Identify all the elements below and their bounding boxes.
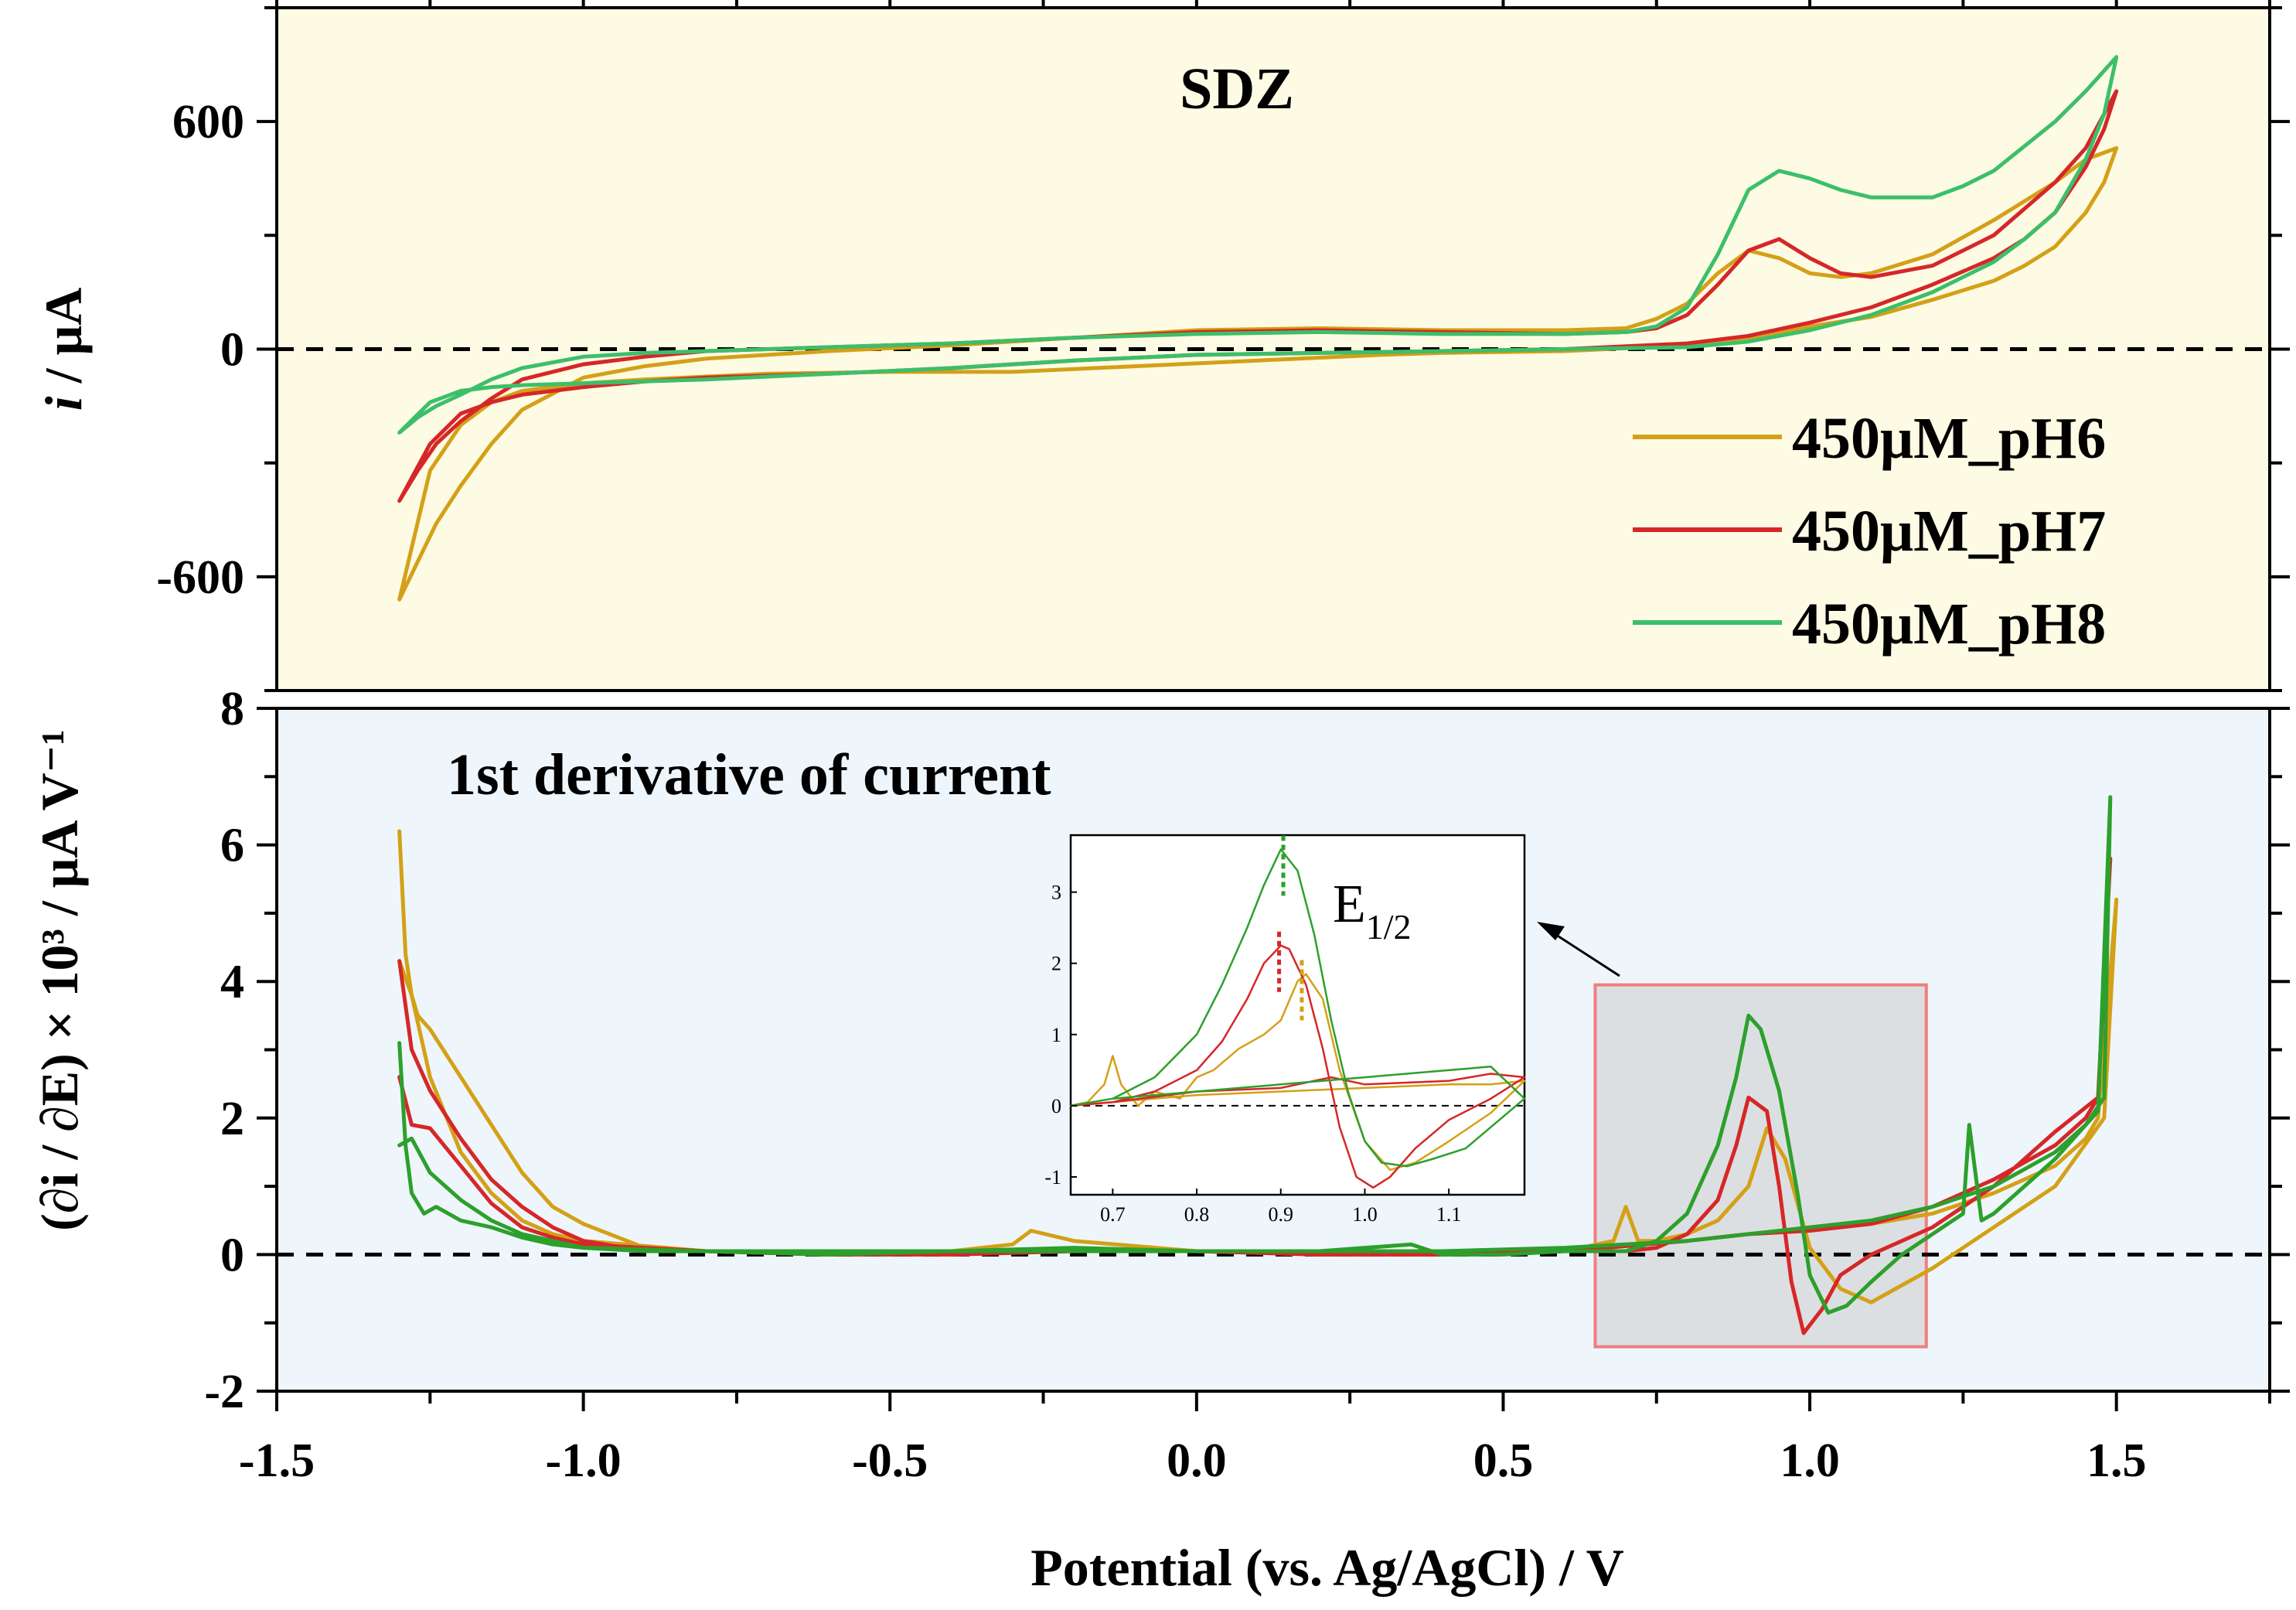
x-tick-label: 1.0 — [1780, 1434, 1840, 1487]
top-y-axis-title: i / μA — [34, 288, 93, 411]
arrow-head — [1537, 922, 1565, 940]
top-y-tick-label: 0 — [220, 324, 244, 377]
bottom-y-tick-label: 4 — [220, 956, 244, 1008]
inset-y-tick-label: 3 — [1051, 882, 1061, 904]
x-tick-label: 0.0 — [1167, 1434, 1227, 1487]
bottom-series-group — [397, 795, 2119, 1335]
bottom-y-axis-title: (∂i / ∂E) × 10³ / μA V⁻¹ — [30, 729, 89, 1231]
legend-label: 450μM_pH6 — [1792, 406, 2106, 471]
top-series-450-m-ph8 — [397, 55, 2119, 435]
top-y-tick-label: -600 — [156, 551, 244, 604]
top-panel-title: SDZ — [1180, 56, 1294, 121]
inset-y-tick-label: -1 — [1044, 1166, 1061, 1189]
bottom-series-450-m-ph8 — [397, 795, 2113, 1315]
inset-annotation-subscript: 1/2 — [1366, 907, 1412, 947]
inset-plot: 0.7 0.8 0.9 1.0 1.1 -1 0 1 2 3 E1/2 — [1044, 834, 1526, 1226]
bottom-y-tick-label: -2 — [204, 1366, 244, 1418]
x-tick-label: -0.5 — [852, 1434, 928, 1487]
inset-y-tick-label: 0 — [1051, 1095, 1061, 1117]
inset-frame — [1069, 834, 1526, 1196]
inset-x-tick-label: 0.7 — [1100, 1203, 1126, 1226]
x-tick-label: -1.0 — [546, 1434, 622, 1487]
axis-tick-labels: -600 0 600 -2 0 2 4 6 8 -1.5 -1.0 -0.5 0.0 0.5 1.0 1.5 — [156, 96, 2146, 1487]
inset-annotation-main: E — [1333, 875, 1366, 934]
inset-y-tick-label: 1 — [1051, 1024, 1061, 1046]
inset-annotation: E1/2 — [1333, 875, 1412, 947]
top-series-group — [397, 55, 2119, 602]
inset-series-450-m-ph6 — [1069, 973, 1526, 1172]
top-y-axis-title-unit: / μA — [34, 288, 93, 397]
highlight-box — [1593, 983, 1928, 1349]
top-y-axis-title-symbol: i — [34, 396, 93, 411]
bottom-y-tick-label: 6 — [220, 820, 244, 872]
x-tick-label: 0.5 — [1473, 1434, 1534, 1487]
bottom-y-tick-label: 8 — [220, 683, 244, 735]
legend: 450μM_pH6 450μM_pH7 450μM_pH8 — [1633, 406, 2106, 657]
top-y-tick-label: 600 — [172, 96, 244, 148]
x-tick-label: 1.5 — [2086, 1434, 2147, 1487]
bottom-panel-title: 1st derivative of current — [447, 742, 1051, 807]
inset-x-tick-label: 0.8 — [1184, 1203, 1210, 1226]
inset-y-tick-label: 2 — [1051, 953, 1061, 975]
bottom-y-tick-label: 0 — [220, 1229, 244, 1281]
arrow-shaft — [1553, 932, 1620, 977]
inset-series-450-m-ph8 — [1069, 848, 1526, 1168]
legend-label: 450μM_pH7 — [1792, 499, 2106, 564]
x-axis-title: Potential (vs. Ag/AgCl) / V — [1030, 1538, 1624, 1597]
axis-ticks — [257, 0, 2290, 1411]
x-tick-label: -1.5 — [239, 1434, 315, 1487]
inset-x-tick-label: 1.0 — [1352, 1203, 1378, 1226]
inset-arrow — [1537, 922, 1620, 977]
inset-x-tick-label: 1.1 — [1436, 1203, 1462, 1226]
inset-x-tick-label: 0.9 — [1269, 1203, 1294, 1226]
legend-label: 450μM_pH8 — [1792, 592, 2106, 657]
bottom-y-tick-label: 2 — [220, 1093, 244, 1145]
